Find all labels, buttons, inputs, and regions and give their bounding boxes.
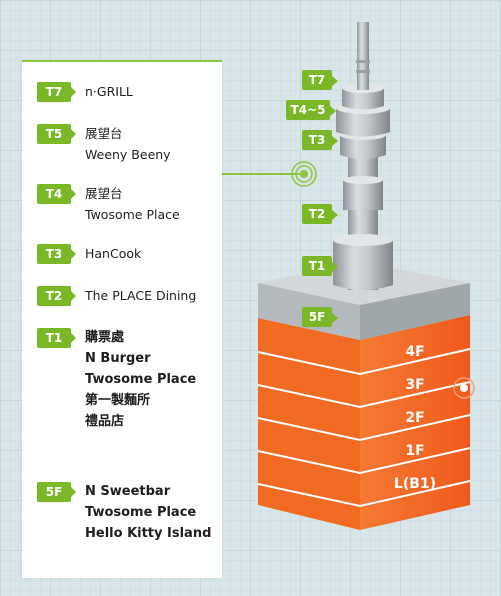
tower-antenna [357, 22, 369, 90]
legend-text: Twosome Place [85, 207, 180, 222]
tower-tag-t4-5[interactable]: T4~5 [286, 100, 336, 120]
legend-text: N Burger [85, 351, 151, 366]
legend-text: Twosome Place [85, 505, 197, 520]
legend-text: 展望台 [85, 126, 123, 141]
legend-badge: T1 [37, 328, 76, 348]
legend-panel: T7 n·GRILL T5 展望台 Weeny Beeny T4 展望台 Two… [22, 60, 222, 578]
floor-label-4f[interactable]: 4F [405, 344, 425, 360]
legend-badge: T5 [37, 124, 76, 144]
legend-text: 展望台 [85, 186, 123, 201]
floor-dividers [257, 348, 471, 508]
tower-tag-5f[interactable]: 5F [302, 307, 338, 327]
tower-tag-t3[interactable]: T3 [302, 130, 338, 150]
legend-text: Hello Kitty Island [85, 526, 212, 541]
legend-text: n·GRILL [85, 84, 133, 99]
tower-tag-t7[interactable]: T7 [302, 70, 338, 90]
legend-text: 第一製麵所 [85, 393, 151, 408]
floor-label-1f[interactable]: 1F [405, 443, 425, 459]
tower-base [333, 240, 393, 290]
legend-badge: 5F [37, 482, 76, 502]
tower-tag-t1[interactable]: T1 [302, 256, 338, 276]
legend-text: The PLACE Dining [85, 288, 197, 303]
legend-text: 購票處 [85, 330, 125, 345]
legend-badge: T3 [37, 244, 76, 264]
tower-tag-t2[interactable]: T2 [302, 204, 338, 224]
location-marker-icon [291, 161, 317, 187]
floor-label-2f[interactable]: 2F [405, 410, 425, 426]
location-marker-icon [453, 377, 475, 399]
legend-badge: T4 [37, 184, 76, 204]
building-left-face [258, 318, 360, 530]
floor-label-lb1[interactable]: L(B1) [393, 476, 437, 492]
connector-line [222, 173, 304, 175]
legend-text: N Sweetbar [85, 484, 171, 499]
floor-label-3f[interactable]: 3F [405, 377, 425, 393]
legend-text: HanCook [85, 246, 142, 261]
platform-right [360, 283, 470, 340]
legend-text: 禮品店 [85, 414, 125, 429]
legend-badge: T7 [37, 82, 76, 102]
legend-badge: T2 [37, 286, 76, 306]
legend-text: Weeny Beeny [85, 147, 171, 162]
legend-text: Twosome Place [85, 372, 197, 387]
